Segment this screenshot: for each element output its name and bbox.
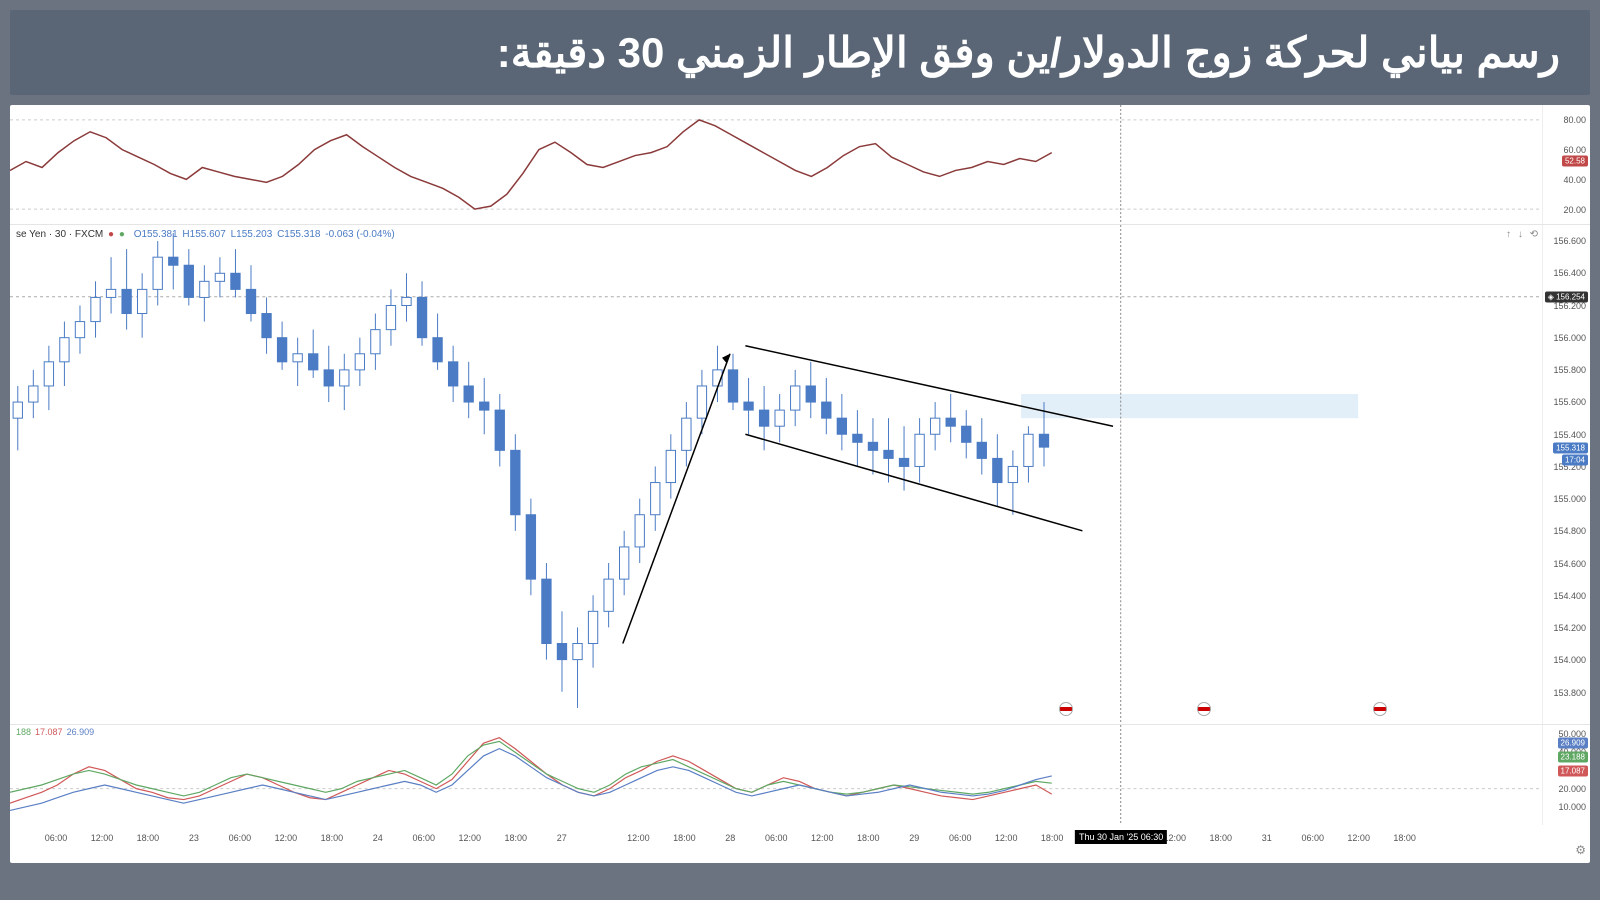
rsi-y-axis: 20.0040.0060.0080.0052.58	[1542, 105, 1590, 224]
time-tick: 18:00	[321, 833, 344, 843]
time-tick: 12:00	[275, 833, 298, 843]
gear-icon[interactable]: ⚙	[1575, 843, 1586, 857]
price-panel: se Yen · 30 · FXCM ● ● O155.381 H155.607…	[10, 225, 1590, 725]
time-tick: 12:00	[995, 833, 1018, 843]
time-tick: 18:00	[1209, 833, 1232, 843]
time-tick: 29	[909, 833, 919, 843]
time-axis[interactable]: ⚙ 06:00 12:00 18:00 23 06:00 12:00 18:00 24 06:0…	[10, 825, 1590, 863]
time-tick: 18:00	[1041, 833, 1064, 843]
time-tick: 18:00	[673, 833, 696, 843]
oscillator-values: 18817.08726.909	[16, 727, 98, 737]
rsi-panel: 20.0040.0060.0080.0052.58	[10, 105, 1590, 225]
time-tick: 18:00	[504, 833, 527, 843]
time-tick: 12:00	[811, 833, 834, 843]
time-tick: 27	[557, 833, 567, 843]
time-tick: 23	[189, 833, 199, 843]
time-tick: 06:00	[1301, 833, 1324, 843]
time-tick: 12:00	[91, 833, 114, 843]
time-tick: 18:00	[1393, 833, 1416, 843]
price-y-axis[interactable]: 153.800154.000154.200154.400154.600154.8…	[1542, 225, 1590, 724]
time-tick: 24	[373, 833, 383, 843]
time-tick: 12:00	[627, 833, 650, 843]
time-tick: 18:00	[857, 833, 880, 843]
chart-title: رسم بياني لحركة زوج الدولار/ين وفق الإطا…	[10, 10, 1590, 95]
oscillator-panel: 18817.08726.909 10.00020.00030.00040.000…	[10, 725, 1590, 825]
time-tick: 06:00	[45, 833, 68, 843]
oscillator-y-axis: 10.00020.00030.00040.00050.00026.90923.1…	[1542, 725, 1590, 825]
time-tick: 06:00	[229, 833, 252, 843]
crosshair-time-badge: Thu 30 Jan '25 06:30	[1075, 830, 1167, 844]
symbol-header: se Yen · 30 · FXCM ● ● O155.381 H155.607…	[16, 229, 397, 240]
chart-area: 20.0040.0060.0080.0052.58 se Yen · 30 · …	[10, 105, 1590, 863]
time-tick: 28	[725, 833, 735, 843]
time-tick: 18:00	[137, 833, 160, 843]
time-tick: 06:00	[765, 833, 788, 843]
time-tick: 12:00	[1347, 833, 1370, 843]
time-tick: 06:00	[413, 833, 436, 843]
time-tick: 12:00	[459, 833, 482, 843]
time-tick: 31	[1262, 833, 1272, 843]
time-tick: 06:00	[949, 833, 972, 843]
